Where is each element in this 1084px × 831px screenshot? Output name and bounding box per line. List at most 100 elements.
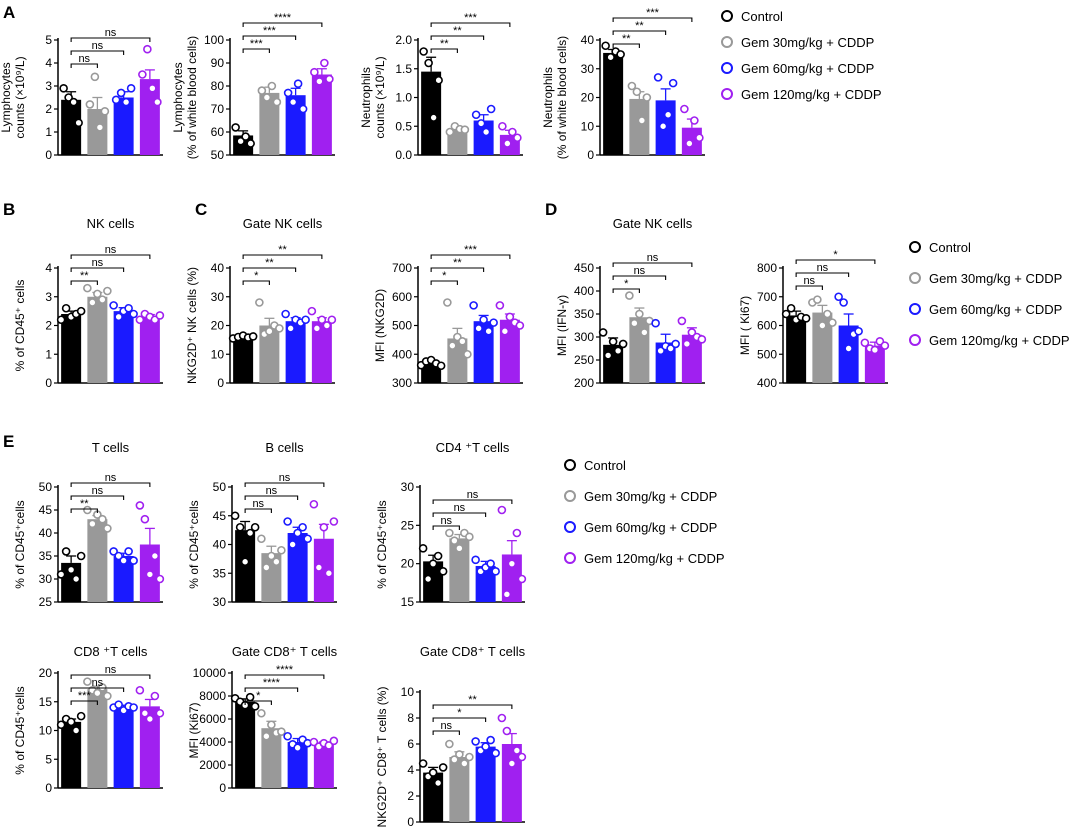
y-tick-label: 600 (757, 319, 777, 333)
data-point (329, 517, 339, 526)
y-tick-label: 0 (45, 148, 52, 162)
y-tick-label: 40 (213, 538, 227, 552)
data-point (240, 557, 250, 567)
chart-a4: 0 10 20 30 40 Neutrophils (% of white blood ce… (541, 7, 705, 162)
data-point (114, 551, 123, 561)
y-tick-label: 400 (757, 376, 777, 390)
y-tick-label: 20 (401, 557, 415, 571)
data-point (512, 746, 522, 755)
data-point (637, 116, 647, 125)
y-tick-label: 4000 (199, 735, 226, 749)
y-tick-label: 2.0 (395, 33, 412, 47)
data-point (598, 328, 608, 337)
legend-2: Control Gem 30mg/kg + CDDP Gem 60mg/kg + C… (564, 458, 725, 566)
data-point (428, 559, 438, 568)
y-tick-label: 5 (45, 33, 52, 47)
significance-bracket (612, 17, 693, 22)
data-point (424, 58, 433, 68)
y-tick-label: 25 (401, 518, 415, 532)
y-tick-label: 45 (39, 503, 53, 517)
data-point (85, 100, 95, 109)
data-point (479, 315, 488, 325)
data-point (608, 337, 618, 346)
data-point (150, 691, 160, 701)
bar-1 (261, 728, 282, 788)
data-point (83, 283, 92, 293)
data-point (246, 139, 255, 148)
legends-layer: Control Gem 30mg/kg + CDDP Gem 60mg/kg + C… (564, 9, 1070, 566)
legend-label-3: Gem 120mg/kg + CDDP (741, 87, 882, 102)
data-point (267, 81, 277, 91)
data-point (320, 58, 329, 68)
significance-label: ns (92, 257, 104, 269)
y-tick-label: 2000 (199, 758, 226, 772)
data-point (695, 133, 704, 143)
significance-bracket (430, 48, 458, 53)
bar-0 (235, 530, 256, 602)
significance-bracket (70, 50, 125, 55)
data-point (445, 127, 455, 137)
significance-label: *** (646, 7, 660, 19)
data-point (606, 52, 615, 62)
significance-label: ns (105, 27, 117, 39)
data-point (155, 311, 165, 320)
data-point (666, 344, 675, 353)
significance-bracket (242, 267, 297, 272)
bar-3 (311, 321, 332, 383)
significance-bracket (70, 687, 125, 692)
data-point (109, 301, 118, 310)
data-point (245, 692, 255, 702)
data-point (434, 75, 443, 85)
y-axis-label: Neutrophils (541, 67, 555, 128)
data-point (613, 346, 623, 356)
y-tick-label: 450 (574, 261, 594, 275)
bar-0 (61, 562, 82, 602)
data-point (517, 752, 527, 762)
bar-2 (113, 97, 134, 155)
data-point (329, 736, 339, 746)
legend-marker-3 (564, 552, 576, 564)
data-point (93, 289, 102, 299)
data-point (293, 743, 302, 753)
data-point (618, 339, 628, 349)
y-tick-label: 0.0 (395, 148, 412, 162)
data-point (262, 563, 271, 572)
y-tick-label: 2 (45, 102, 52, 116)
y-tick-label: 0.5 (395, 119, 412, 133)
data-point (103, 691, 112, 701)
bar-3 (864, 345, 885, 383)
data-point (66, 717, 76, 727)
data-point (135, 685, 145, 695)
significance-bracket (70, 63, 98, 68)
data-point (66, 565, 76, 575)
y-tick-label: 5 (45, 752, 52, 766)
data-point (281, 309, 290, 319)
data-point (88, 298, 97, 307)
data-point (61, 547, 71, 556)
significance-bracket (432, 499, 513, 504)
significance-label: *** (464, 244, 478, 256)
y-tick-label: 100 (204, 33, 224, 47)
legend-label-2: Gem 60mg/kg + CDDP (584, 520, 717, 535)
data-point (474, 324, 483, 333)
significance-bracket (70, 495, 125, 500)
data-point (616, 50, 625, 59)
significance-label: ** (440, 38, 449, 50)
significance-label: *** (464, 12, 478, 24)
data-point (129, 556, 138, 565)
panel-letter-d: D (545, 200, 557, 219)
data-point (465, 752, 474, 762)
legend-label-2: Gem 60mg/kg + CDDP (929, 302, 1062, 317)
significance-label: ** (80, 498, 89, 510)
data-point (235, 522, 245, 532)
data-point (476, 119, 486, 128)
data-point (76, 711, 86, 721)
bar-1 (629, 317, 650, 383)
data-point (635, 309, 644, 319)
bar-0 (421, 71, 442, 155)
chart-a3: 0.0 0.5 1.0 1.5 2.0 Neutrophils counts (×10⁹/L… (359, 12, 523, 162)
y-axis-label: MFI (Ki67) (187, 702, 201, 758)
bar-3 (313, 538, 334, 602)
data-point (443, 298, 452, 307)
